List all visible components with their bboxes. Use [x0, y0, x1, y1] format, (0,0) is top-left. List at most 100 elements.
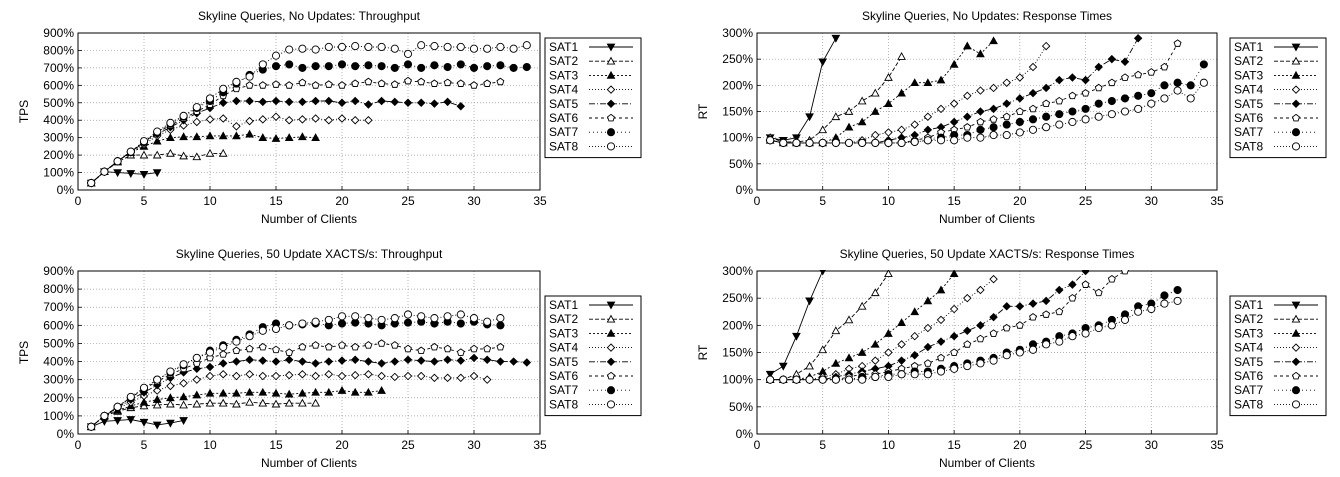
data-point-sat3 — [923, 78, 933, 87]
data-point-sat4 — [963, 91, 972, 101]
data-point-sat7 — [311, 62, 320, 71]
data-point-sat3 — [192, 132, 202, 141]
data-point-sat7 — [337, 319, 347, 328]
data-point-sat5 — [232, 96, 241, 106]
data-point-sat6 — [232, 346, 241, 355]
legend-marker — [606, 142, 616, 151]
x-tick-label: 30 — [1145, 438, 1159, 452]
data-point-sat6 — [989, 115, 998, 123]
data-point-sat8 — [153, 375, 162, 384]
data-point-sat3 — [245, 129, 254, 138]
data-point-sat3 — [936, 75, 946, 84]
data-point-sat4 — [179, 379, 188, 388]
data-point-sat4 — [350, 370, 360, 380]
data-point-sat7 — [1081, 104, 1090, 113]
data-point-sat8 — [976, 133, 985, 142]
legend-marker — [606, 301, 616, 310]
series-line-sat7 — [770, 289, 1178, 381]
data-point-sat2 — [870, 88, 880, 97]
data-point-sat6 — [272, 80, 280, 88]
data-point-sat7 — [1015, 117, 1024, 127]
data-point-sat8 — [417, 41, 426, 50]
data-point-sat8 — [179, 360, 188, 369]
legend-label: SAT4 — [1234, 83, 1263, 97]
data-point-sat8 — [139, 137, 149, 146]
y-tick-label: 600% — [43, 78, 74, 92]
data-point-sat7 — [1199, 60, 1208, 69]
x-tick-label: 5 — [141, 194, 148, 208]
data-point-sat4 — [284, 115, 294, 125]
legend-marker — [1291, 85, 1301, 94]
y-axis-label: TPS — [17, 100, 31, 123]
data-point-sat8 — [153, 127, 162, 136]
x-tick-label: 5 — [141, 438, 148, 452]
data-point-sat5 — [1120, 57, 1130, 67]
data-point-sat7 — [1173, 285, 1182, 295]
data-point-sat5 — [298, 97, 307, 107]
data-point-sat4 — [271, 371, 281, 381]
legend-label: SAT5 — [1234, 97, 1263, 111]
x-tick-label: 25 — [1079, 194, 1093, 208]
data-point-sat8 — [910, 370, 919, 379]
data-point-sat3 — [976, 49, 985, 58]
x-axis-label: Number of Clients — [939, 456, 1035, 470]
data-point-sat5 — [337, 98, 347, 108]
data-point-sat6 — [311, 341, 320, 349]
data-point-sat4 — [324, 369, 334, 379]
data-point-sat5 — [403, 355, 413, 364]
series-line-sat6 — [90, 80, 501, 184]
data-point-sat5 — [218, 98, 228, 108]
series-line-sat8 — [770, 82, 1205, 144]
data-point-sat8 — [469, 314, 479, 323]
legend-label: SAT6 — [549, 369, 578, 383]
y-axis-label: TPS — [17, 341, 31, 364]
legend-label: SAT7 — [1234, 383, 1263, 397]
chart-title: Skyline Queries, No Updates: Response Ti… — [862, 9, 1112, 23]
x-tick-label: 10 — [203, 438, 217, 452]
x-tick-label: 15 — [947, 438, 961, 452]
data-point-sat6 — [443, 344, 452, 353]
x-tick-label: 15 — [947, 194, 961, 208]
series-line-sat4 — [770, 45, 1047, 144]
data-point-sat6 — [351, 79, 360, 87]
data-point-sat5 — [1015, 94, 1025, 103]
data-point-sat5 — [1015, 302, 1025, 311]
series-line-sat4 — [90, 116, 369, 184]
y-tick-label: 150% — [722, 105, 753, 119]
data-point-sat6 — [417, 346, 426, 355]
data-point-sat1 — [819, 270, 826, 276]
data-point-sat8 — [950, 364, 959, 373]
data-point-sat5 — [416, 356, 426, 365]
data-point-sat2 — [897, 52, 906, 60]
data-point-sat4 — [910, 120, 919, 129]
data-point-sat4 — [923, 112, 933, 121]
data-point-sat8 — [766, 136, 775, 145]
data-point-sat7 — [469, 63, 479, 72]
data-point-sat4 — [897, 125, 906, 135]
data-point-sat6 — [245, 81, 254, 89]
data-point-sat2 — [232, 399, 241, 408]
series-line-sat4 — [770, 278, 994, 381]
plot-frame — [77, 270, 541, 435]
legend-label: SAT7 — [549, 383, 578, 397]
data-point-sat6 — [1015, 321, 1024, 329]
data-point-sat8 — [1042, 340, 1051, 349]
x-tick-label: 20 — [1013, 438, 1027, 452]
data-point-sat5 — [989, 104, 998, 114]
data-point-sat5 — [963, 112, 972, 121]
y-tick-label: 500% — [43, 336, 74, 350]
data-point-sat8 — [285, 321, 294, 330]
data-point-sat4 — [963, 293, 972, 303]
data-point-sat6 — [1068, 294, 1077, 302]
y-axis-label: RT — [696, 103, 710, 119]
series-line-sat8 — [90, 314, 501, 428]
data-point-sat7 — [1160, 81, 1169, 90]
data-point-sat3 — [218, 388, 228, 397]
data-point-sat6 — [390, 80, 399, 88]
data-point-sat6 — [258, 342, 267, 351]
legend-marker — [606, 85, 616, 94]
data-point-sat1 — [805, 113, 814, 122]
data-point-sat8 — [1068, 117, 1077, 127]
data-point-sat3 — [298, 132, 307, 141]
